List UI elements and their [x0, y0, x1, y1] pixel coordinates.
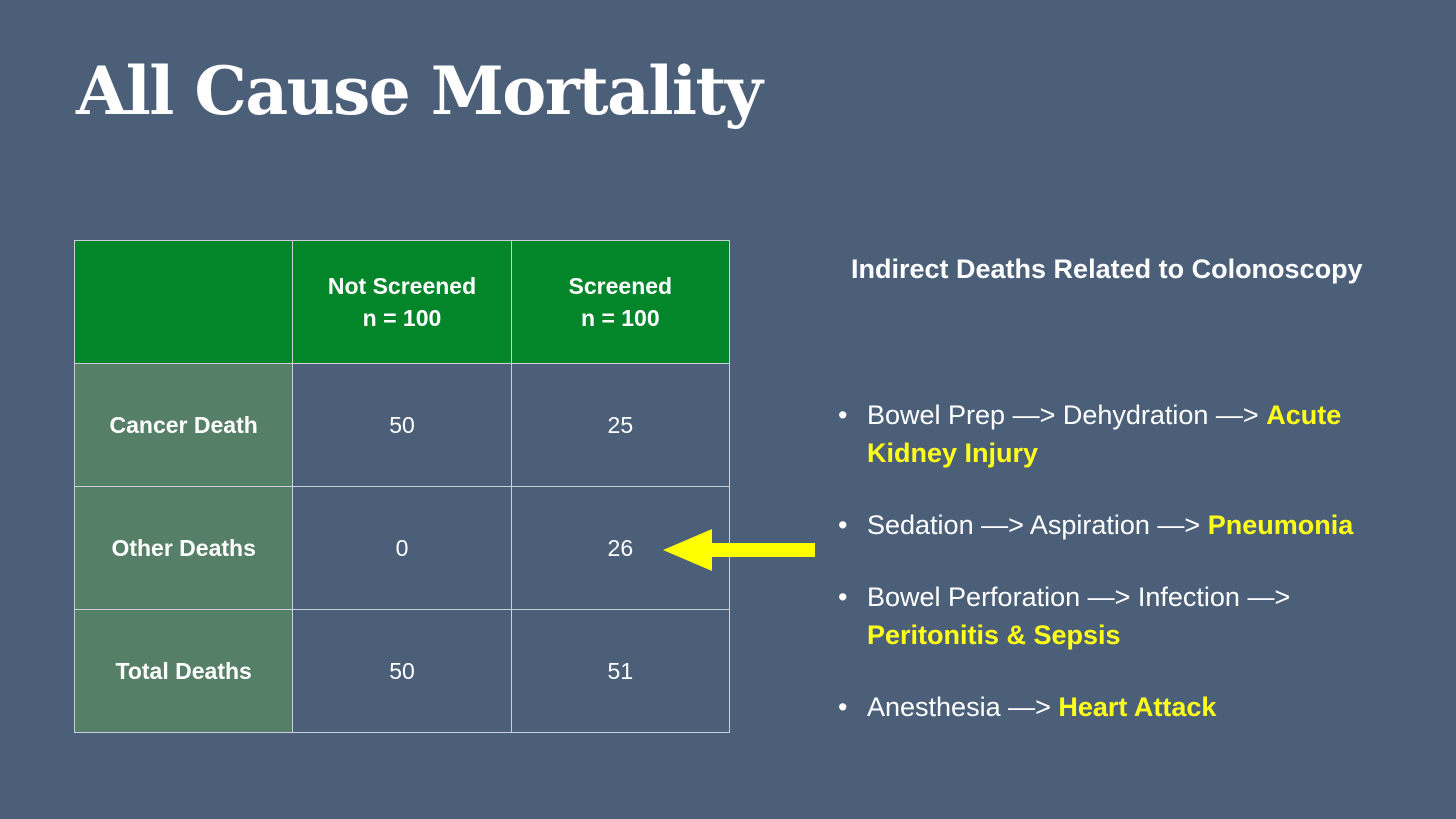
list-item: • Sedation —> Aspiration —> Pneumonia — [836, 506, 1426, 544]
cause-chain-text: Bowel Perforation —> Infection —> — [867, 582, 1291, 612]
list-item: • Bowel Prep —> Dehydration —> Acute Kid… — [836, 396, 1426, 472]
list-item: • Bowel Perforation —> Infection —> Peri… — [836, 578, 1426, 654]
cell-cancer-not-screened: 50 — [292, 363, 512, 487]
mortality-table: Not Screened n = 100 Screened n = 100 Ca… — [73, 240, 731, 733]
table-header-screened: Screened n = 100 — [510, 240, 731, 364]
cell-other-not-screened: 0 — [292, 486, 512, 610]
cause-chain-text: Sedation —> Aspiration —> — [867, 510, 1208, 540]
row-label-cancer-death: Cancer Death — [73, 363, 294, 487]
list-item: • Anesthesia —> Heart Attack — [836, 688, 1426, 726]
bullet-icon: • — [838, 692, 848, 722]
table-header-not-screened: Not Screened n = 100 — [292, 240, 512, 364]
table-header-empty — [73, 240, 294, 364]
bullet-icon: • — [838, 510, 848, 540]
slide-title: All Cause Mortality — [76, 52, 763, 130]
row-label-other-deaths: Other Deaths — [73, 486, 294, 610]
cause-chain-text: Bowel Prep —> Dehydration —> — [867, 400, 1267, 430]
table-header-row: Not Screened n = 100 Screened n = 100 — [73, 240, 731, 364]
arrow-left-icon — [663, 529, 815, 571]
cause-chain-text: Anesthesia —> — [867, 692, 1059, 722]
cell-total-screened: 51 — [510, 609, 731, 733]
cause-outcome-highlight: Pneumonia — [1207, 510, 1354, 540]
cause-outcome-highlight: Acute Kidney Injury — [867, 400, 1342, 468]
bullet-icon: • — [838, 582, 848, 612]
cell-cancer-screened: 25 — [510, 363, 731, 487]
row-label-total-deaths: Total Deaths — [73, 609, 294, 733]
table-row: Total Deaths 50 51 — [73, 609, 731, 733]
header-screened-label: Screened n = 100 — [568, 273, 673, 331]
table-row: Cancer Death 50 25 — [73, 363, 731, 487]
bullet-icon: • — [838, 400, 848, 430]
cause-outcome-highlight: Peritonitis & Sepsis — [867, 620, 1121, 650]
header-not-screened-label: Not Screened n = 100 — [327, 273, 477, 331]
indirect-causes-list: • Bowel Prep —> Dehydration —> Acute Kid… — [836, 396, 1426, 760]
indirect-deaths-title: Indirect Deaths Related to Colonoscopy — [851, 254, 1363, 284]
table-row: Other Deaths 0 26 — [73, 486, 731, 610]
cause-outcome-highlight: Heart Attack — [1058, 692, 1217, 722]
cell-total-not-screened: 50 — [292, 609, 512, 733]
